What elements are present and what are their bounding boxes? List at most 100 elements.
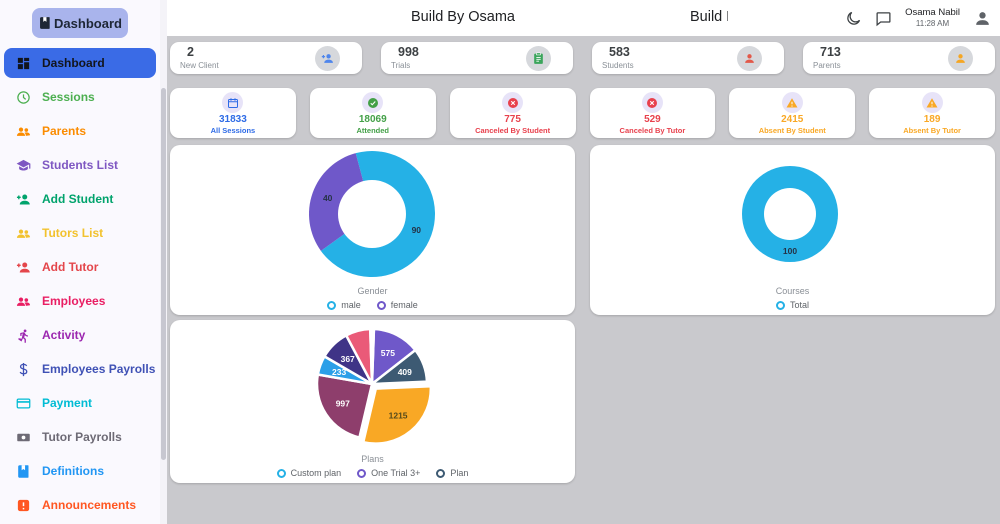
stat-value: 583 — [609, 45, 630, 59]
dark-mode-moon-icon[interactable] — [845, 10, 862, 27]
sidebar-item-announcements[interactable]: Announcements — [4, 490, 156, 520]
sidebar-item-label: Announcements — [42, 498, 137, 512]
courses-chart-card: 100 Courses Total — [590, 145, 995, 315]
pie-slice — [362, 385, 433, 445]
sidebar-item-tutor-payrolls[interactable]: Tutor Payrolls — [4, 422, 156, 452]
pie-slice — [315, 373, 374, 439]
slice-label: 90 — [412, 225, 422, 235]
sidebar-item-label: Definitions — [42, 464, 104, 478]
warning-icon — [786, 97, 798, 109]
stat-value: 2 — [187, 45, 194, 59]
sidebar-item-label: Sessions — [42, 90, 95, 104]
stat-value: 18069 — [358, 114, 387, 125]
stat-label: Trials — [391, 61, 411, 70]
stat-value: 31833 — [219, 114, 247, 125]
gender-chart-card: 90 40 Gender male female — [170, 145, 575, 315]
sidebar-item-label: Payment — [42, 396, 93, 410]
slice-label: 233 — [332, 367, 346, 377]
secondary-stats-row: 31833 All Sessions 18069 Attended 775 Cancele… — [170, 88, 995, 138]
legend-marker — [276, 468, 286, 478]
sidebar-item-employees[interactable]: Employees — [4, 286, 156, 316]
graduation-cap-icon — [16, 158, 31, 173]
legend-label: female — [390, 300, 418, 310]
sidebar-item-label: Employees — [42, 294, 106, 308]
stat-card-canceled-by-tutor: 529 Canceled By Tutor — [589, 88, 716, 138]
sidebar-item-add-student[interactable]: Add Student — [4, 184, 156, 214]
header-actions: Osama Nabil 11:28 AM — [845, 0, 992, 36]
sidebar-item-add-tutor[interactable]: Add Tutor — [4, 252, 156, 282]
stat-value: 529 — [644, 114, 661, 125]
page-title: Build By Osama — [411, 9, 515, 25]
sidebar-item-label: Employees Payrolls — [42, 362, 156, 376]
app-logo[interactable]: Dashboard — [32, 8, 128, 38]
x-circle-icon — [507, 97, 519, 109]
stat-card-new-client: 2 New Client — [170, 42, 362, 74]
stat-card-attended: 18069 Attended — [309, 88, 436, 138]
sidebar-item-parents[interactable]: Parents — [4, 116, 156, 146]
stat-label: Parents — [813, 61, 841, 70]
people-icon — [16, 294, 31, 309]
stat-label: Attended — [356, 126, 389, 135]
slice-label: 100 — [783, 246, 797, 256]
legend-item-male[interactable]: male — [327, 300, 361, 310]
app-logo-label: Dashboard — [54, 15, 122, 31]
clipboard-icon — [532, 52, 545, 65]
legend-marker — [376, 300, 386, 310]
sidebar-item-students-list[interactable]: Students List — [4, 150, 156, 180]
stat-icon-circle — [641, 92, 663, 113]
stat-card-canceled-by-student: 775 Canceled By Student — [449, 88, 576, 138]
donut-hole — [764, 188, 816, 240]
scrollbar-thumb[interactable] — [161, 88, 166, 460]
sidebar-item-tutors-list[interactable]: Tutors List — [4, 218, 156, 248]
sidebar-item-label: Parents — [42, 124, 87, 138]
person-plus-icon — [321, 52, 334, 65]
calendar-icon — [227, 97, 239, 109]
sidebar-item-label: Tutor Payrolls — [42, 430, 122, 444]
sidebar-item-definitions[interactable]: Definitions — [4, 456, 156, 486]
sidebar-item-label: Students List — [42, 158, 119, 172]
stat-icon-circle — [921, 92, 943, 113]
person-plus-icon — [16, 192, 31, 207]
pie-slice — [370, 327, 376, 386]
stat-label: Canceled By Tutor — [619, 126, 686, 135]
header: Build By Osama Build By Osama Osama Nabi… — [167, 0, 1000, 36]
legend-label: Plan — [450, 468, 469, 478]
chat-icon[interactable] — [875, 10, 892, 27]
gender-donut-chart: 90 40 — [309, 151, 436, 278]
sidebar-item-dashboard[interactable]: Dashboard — [4, 48, 156, 78]
sidebar-item-label: Add Tutor — [42, 260, 99, 274]
legend-item-plan[interactable]: Plan — [436, 468, 468, 478]
page-title-secondary-text: Build By Osama — [690, 9, 728, 25]
legend-label: Total — [789, 300, 809, 310]
stat-value: 775 — [504, 114, 521, 125]
stat-label: Canceled By Student — [475, 126, 551, 135]
alert-icon — [16, 498, 31, 513]
sidebar-item-activity[interactable]: Activity — [4, 320, 156, 350]
user-time: 11:28 AM — [915, 18, 950, 28]
user-profile[interactable]: Osama Nabil 11:28 AM — [905, 7, 960, 29]
legend-item-one-trial-3[interactable]: One Trial 3+ — [357, 468, 420, 478]
clock-icon — [16, 90, 31, 105]
legend-item-total[interactable]: Total — [775, 300, 809, 310]
scrollbar-track[interactable] — [160, 0, 167, 524]
plans-chart-card: 575 409 1215 997 233 367 Plans Custom plan One… — [170, 320, 575, 483]
people-icon — [16, 124, 31, 139]
pie-slice — [370, 348, 429, 386]
dollar-icon — [16, 362, 31, 377]
book-icon — [16, 464, 31, 479]
sidebar-item-label: Tutors List — [42, 226, 104, 240]
sidebar-menu: Dashboard Sessions Parents Students List Add… — [0, 48, 160, 520]
stat-icon-circle — [948, 46, 973, 71]
legend-item-custom-plan[interactable]: Custom plan — [276, 468, 341, 478]
runner-icon — [16, 328, 31, 343]
sidebar-item-employees-payrolls[interactable]: Employees Payrolls — [4, 354, 156, 384]
legend-item-female[interactable]: female — [376, 300, 418, 310]
sidebar-item-payment[interactable]: Payment — [4, 388, 156, 418]
slice-label: 1215 — [389, 411, 408, 421]
avatar-icon[interactable] — [973, 9, 992, 28]
sidebar-item-sessions[interactable]: Sessions — [4, 82, 156, 112]
people-icon — [16, 226, 31, 241]
primary-stats-row: 2 New Client 998 Trials 583 Students 713 Parent… — [170, 42, 995, 74]
sidebar-item-label: Activity — [42, 328, 86, 342]
person-icon — [743, 52, 756, 65]
